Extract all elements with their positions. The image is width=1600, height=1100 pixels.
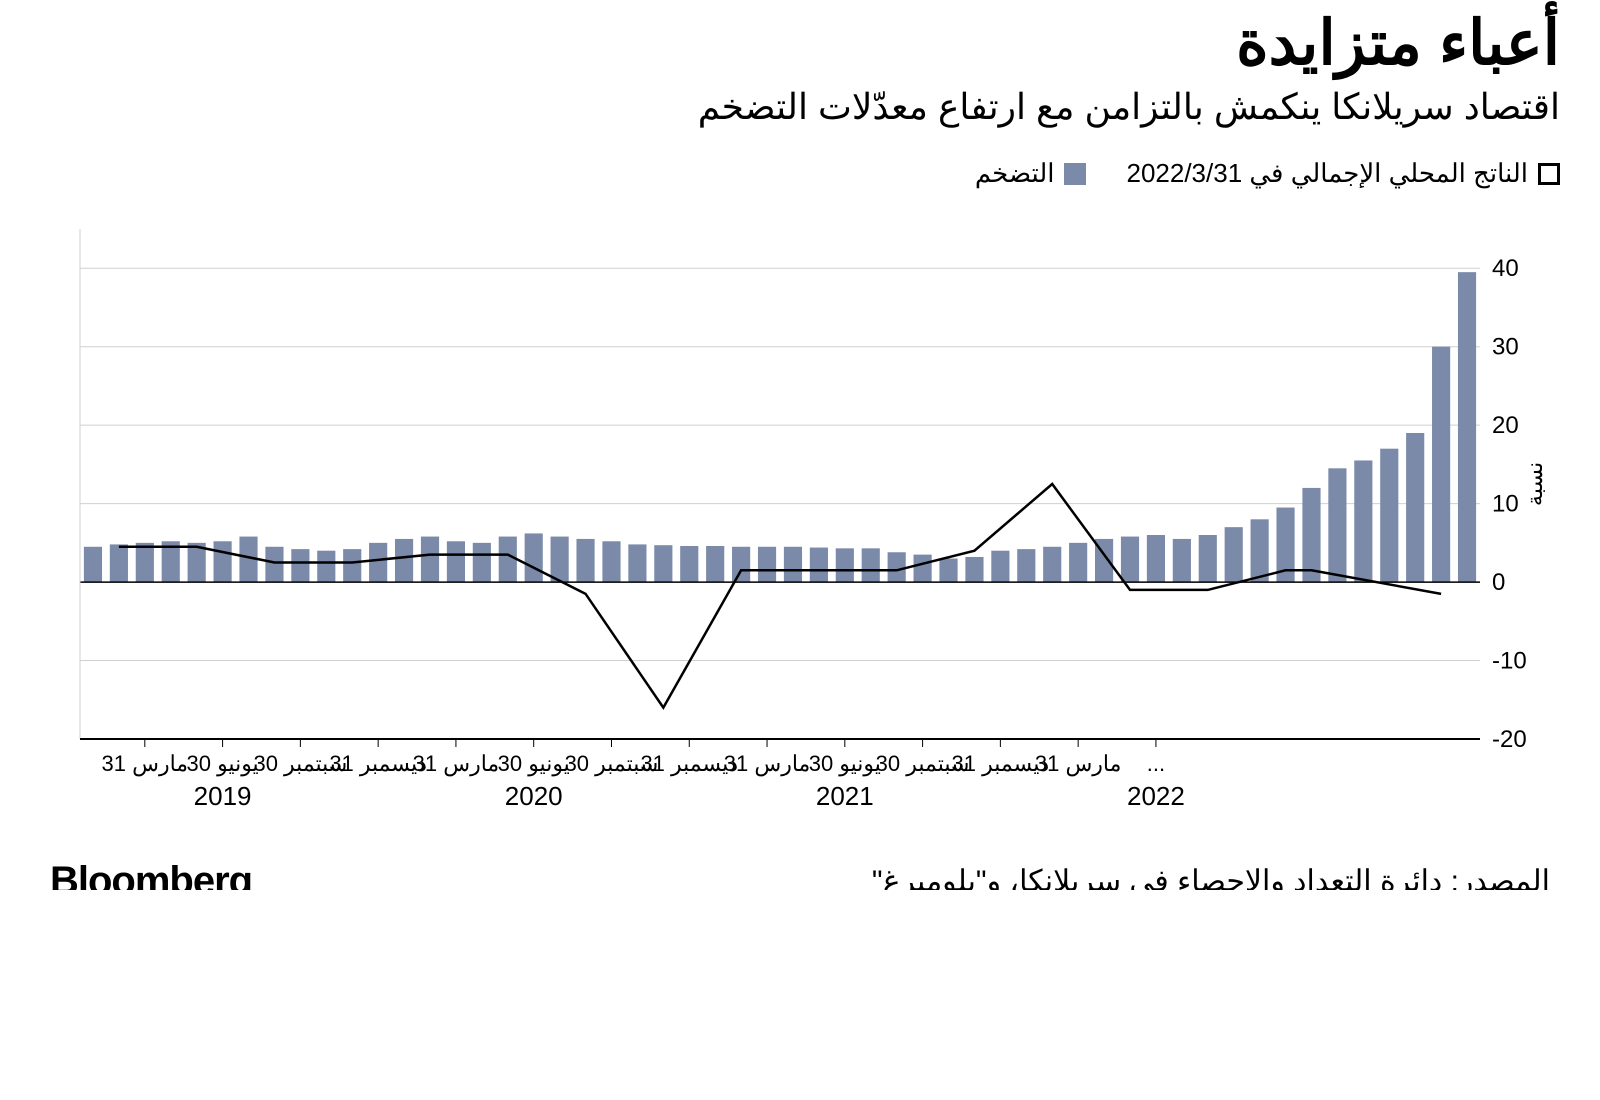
- chart-svg: -20-10010203040نسبة31 مارس30 يونيو30 سبت…: [40, 219, 1560, 839]
- svg-text:نسبة: نسبة: [1522, 462, 1547, 506]
- bottom-whitespace: [40, 890, 1560, 1100]
- legend-item-gdp: الناتج المحلي الإجمالي في 2022/3/31: [1126, 158, 1560, 189]
- svg-text:30 يونيو: 30 يونيو: [186, 751, 258, 777]
- svg-text:0: 0: [1492, 569, 1505, 596]
- page-title: أعباء متزايدة: [40, 10, 1560, 78]
- svg-text:30 يونيو: 30 يونيو: [809, 751, 881, 777]
- svg-text:2019: 2019: [194, 781, 252, 811]
- legend-swatch-line-icon: [1538, 163, 1560, 185]
- chart-area: -20-10010203040نسبة31 مارس30 يونيو30 سبت…: [40, 219, 1560, 839]
- legend-swatch-bar-icon: [1064, 163, 1086, 185]
- svg-text:2021: 2021: [816, 781, 874, 811]
- svg-text:40: 40: [1492, 255, 1519, 282]
- svg-text:-20: -20: [1492, 726, 1527, 753]
- svg-text:2022: 2022: [1127, 781, 1185, 811]
- svg-text:31 مارس: 31 مارس: [413, 751, 500, 777]
- chart-legend: الناتج المحلي الإجمالي في 2022/3/31 التض…: [40, 158, 1560, 189]
- svg-text:10: 10: [1492, 491, 1519, 518]
- legend-item-inflation: التضخم: [975, 158, 1087, 189]
- svg-text:20: 20: [1492, 412, 1519, 439]
- svg-text:...: ...: [1147, 751, 1165, 776]
- svg-text:31 مارس: 31 مارس: [1035, 751, 1122, 777]
- legend-inflation-label: التضخم: [975, 158, 1055, 189]
- svg-text:2020: 2020: [505, 781, 563, 811]
- svg-text:31 مارس: 31 مارس: [724, 751, 811, 777]
- legend-gdp-label: الناتج المحلي الإجمالي في 2022/3/31: [1126, 158, 1528, 189]
- svg-text:31 مارس: 31 مارس: [102, 751, 189, 777]
- page-subtitle: اقتصاد سريلانكا ينكمش بالتزامن مع ارتفاع…: [40, 86, 1560, 128]
- svg-text:30 يونيو: 30 يونيو: [498, 751, 570, 777]
- svg-text:-10: -10: [1492, 648, 1527, 675]
- svg-text:30: 30: [1492, 334, 1519, 361]
